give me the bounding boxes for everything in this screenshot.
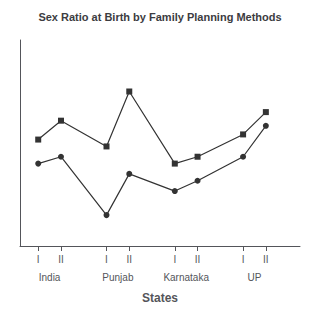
svg-text:I: I <box>173 254 176 265</box>
svg-text:States: States <box>142 291 178 305</box>
svg-text:Karnataka: Karnataka <box>163 272 209 283</box>
svg-text:I: I <box>242 254 245 265</box>
svg-text:I: I <box>105 254 108 265</box>
svg-text:UP: UP <box>248 272 262 283</box>
svg-text:India: India <box>39 272 61 283</box>
svg-text:Punjab: Punjab <box>102 272 134 283</box>
svg-text:II: II <box>126 254 132 265</box>
svg-text:I: I <box>37 254 40 265</box>
svg-text:Sex Ratio at Birth by Family P: Sex Ratio at Birth by Family Planning Me… <box>38 11 281 23</box>
svg-text:II: II <box>263 254 269 265</box>
svg-text:II: II <box>58 254 64 265</box>
svg-text:II: II <box>195 254 201 265</box>
